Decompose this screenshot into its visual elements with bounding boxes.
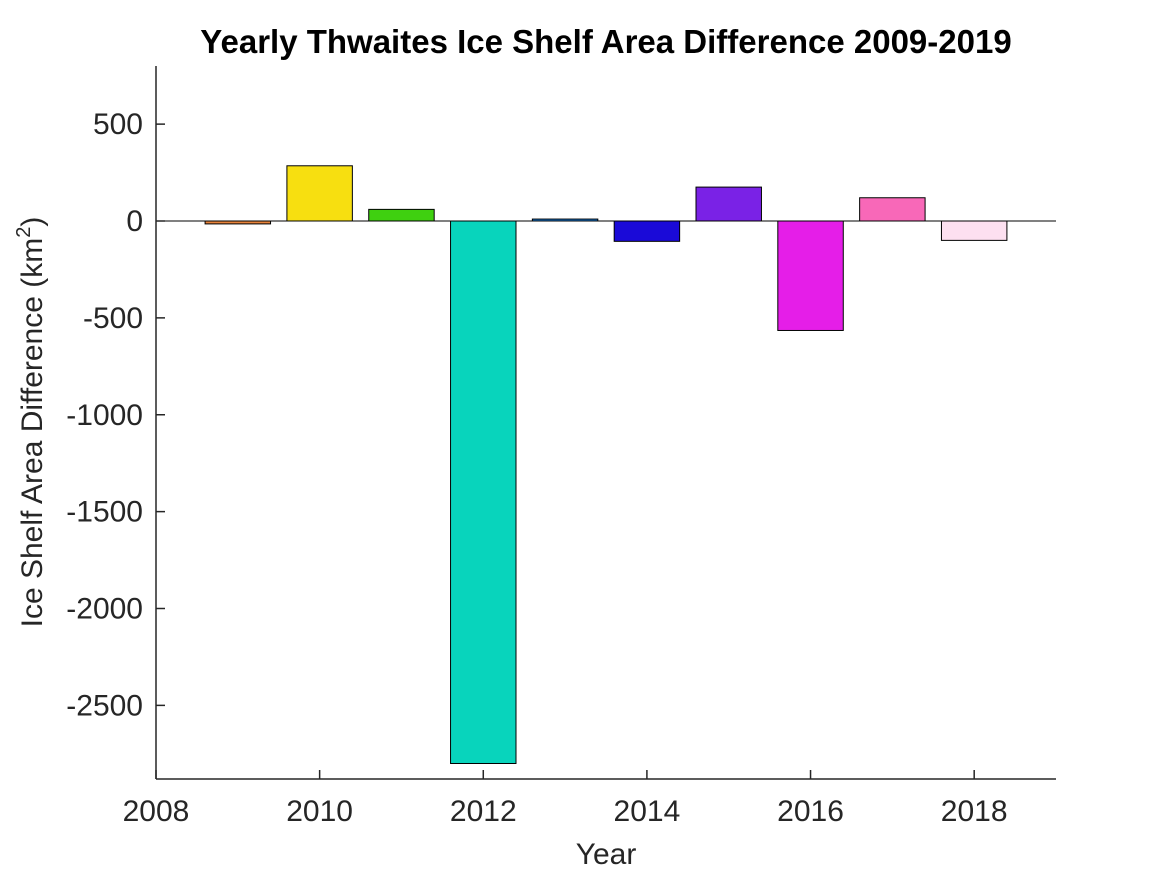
y-tick-label: -2500 [66,689,143,722]
y-axis-label-superscript: 2 [13,227,35,238]
x-tick-label: 2010 [286,795,353,828]
y-tick-label: -2000 [66,593,143,626]
bar-2012 [450,220,517,764]
y-axis-label-end: ) [16,217,49,227]
x-tick-label: 2014 [614,795,681,828]
y-tick-label: 0 [126,205,143,238]
x-axis-label: Year [576,838,637,871]
bar-2016 [777,220,844,331]
x-ticks-group: 2008 2010 2012 2014 2016 2018 [123,770,1008,828]
y-tick-label: -1000 [66,399,143,432]
y-ticks-group: 500 0 -500 -1000 -1500 -2000 -2500 [66,108,165,722]
bar-2014 [613,220,681,242]
bar-2011 [368,208,435,222]
chart-title: Yearly Thwaites Ice Shelf Area Differenc… [200,23,1011,60]
x-tick-label: 2008 [123,795,190,828]
y-axis-label-main: Ice Shelf Area Difference (km [16,238,49,628]
bar-2018 [940,220,1008,241]
y-tick-label: -500 [83,302,143,335]
x-tick-label: 2012 [450,795,517,828]
bar-2017 [859,197,926,222]
y-tick-label: 500 [93,108,143,141]
bar-2015 [695,186,762,222]
x-tick-label: 2018 [941,795,1008,828]
bars-group [204,165,1008,764]
y-axis-label: Ice Shelf Area Difference (km2) [13,217,49,628]
y-tick-label: -1500 [66,496,143,529]
bar-2010 [286,165,353,222]
x-tick-label: 2016 [777,795,844,828]
